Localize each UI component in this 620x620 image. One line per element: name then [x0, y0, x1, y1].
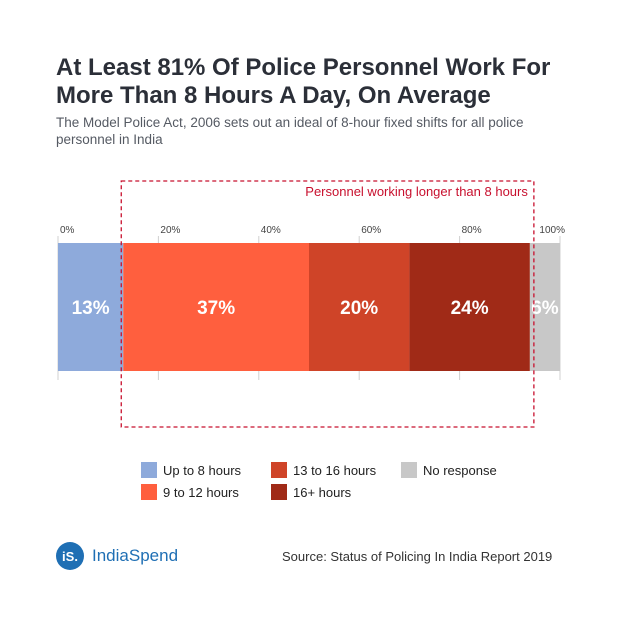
tick-label: 0% [60, 225, 75, 236]
annotation-box [120, 180, 535, 428]
chart-title: At Least 81% Of Police Personnel Work Fo… [56, 54, 551, 109]
tick-label: 20% [160, 225, 180, 236]
data-label: 20% [340, 298, 378, 319]
legend-swatch [401, 462, 417, 478]
data-label: 13% [72, 298, 110, 319]
bar-segment [409, 243, 530, 371]
tick-label: 40% [261, 225, 281, 236]
legend: Up to 8 hours 13 to 16 hours No response… [141, 462, 561, 500]
legend-swatch [141, 484, 157, 500]
logo-text: IndiaSpend [92, 546, 179, 565]
tick-label: 60% [361, 225, 381, 236]
legend-item-9-to-12: 9 to 12 hours [141, 484, 271, 500]
legend-label: No response [423, 462, 497, 478]
tick-label: 100% [539, 225, 565, 236]
legend-label: 16+ hours [293, 484, 352, 500]
legend-swatch [141, 462, 157, 478]
logo-mark: iS. [56, 542, 84, 570]
bar-segment [123, 243, 309, 371]
legend-item-16-plus: 16+ hours [271, 484, 401, 500]
legend-label: 13 to 16 hours [293, 462, 377, 478]
source-note: Source: Status of Policing In India Repo… [282, 549, 553, 564]
bar-segment [529, 243, 560, 371]
legend-item-no-response: No response [401, 462, 531, 478]
legend-swatch [271, 484, 287, 500]
data-label: 37% [197, 298, 235, 319]
bar-segment [309, 243, 410, 371]
chart-subtitle: The Model Police Act, 2006 sets out an i… [56, 115, 524, 147]
legend-label: 9 to 12 hours [163, 484, 239, 500]
indiaspend-logo: iS. IndiaSpend [56, 542, 178, 570]
data-label: 24% [451, 298, 489, 319]
legend-item-up-to-8: Up to 8 hours [141, 462, 271, 478]
legend-label: Up to 8 hours [163, 462, 242, 478]
data-label: 6% [531, 298, 559, 319]
tick-label: 80% [462, 225, 482, 236]
legend-item-13-to-16: 13 to 16 hours [271, 462, 401, 478]
legend-swatch [271, 462, 287, 478]
annotation-label: Personnel working longer than 8 hours [305, 184, 528, 199]
bar-segment [58, 243, 124, 371]
